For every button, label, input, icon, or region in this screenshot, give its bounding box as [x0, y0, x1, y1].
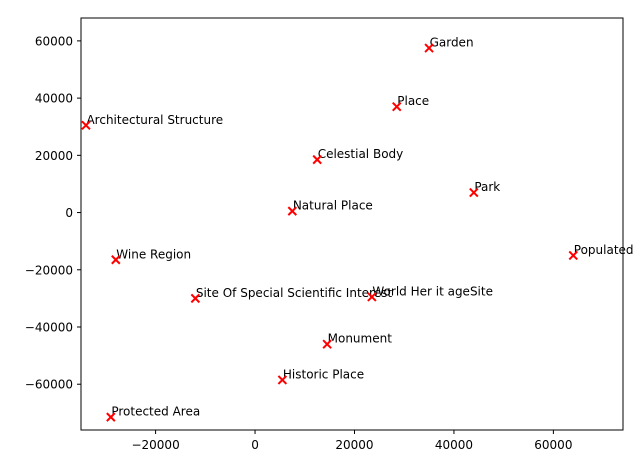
data-point-marker: [568, 250, 578, 261]
point-label: Celestial Body: [318, 147, 404, 161]
marker-stroke: [190, 293, 201, 304]
x-tick-label: 60000: [534, 438, 572, 452]
marker-stroke: [287, 206, 298, 216]
marker-stroke: [111, 255, 121, 265]
data-point-marker: [424, 43, 434, 53]
point-label: Populated: [574, 243, 634, 257]
point-label: Protected Area: [111, 405, 200, 419]
y-tick-label: 60000: [35, 34, 73, 48]
point-label: World Her it ageSite: [372, 284, 493, 298]
data-point-marker: [190, 293, 201, 304]
point-label: Place: [397, 94, 429, 108]
marker-stroke: [469, 187, 479, 198]
data-point-marker: [81, 120, 91, 130]
x-tick-label: 0: [251, 438, 259, 452]
x-tick-label: 40000: [435, 438, 473, 452]
data-point-marker: [106, 412, 116, 422]
data-point-marker: [111, 255, 121, 265]
marker-stroke: [312, 154, 322, 165]
data-point-marker: [312, 154, 322, 165]
y-tick-label: 20000: [35, 149, 73, 163]
data-point-marker: [287, 206, 298, 216]
point-label: Monument: [328, 332, 393, 346]
y-tick-label: −20000: [25, 263, 73, 277]
marker-stroke: [277, 375, 288, 385]
point-label: Historic Place: [283, 367, 364, 381]
point-label: Garden: [430, 36, 474, 50]
point-label: Wine Region: [116, 247, 191, 261]
data-point-marker: [367, 292, 377, 302]
data-point-marker: [322, 339, 332, 349]
axes-frame: [80, 17, 624, 431]
marker-stroke: [81, 120, 91, 130]
plot-layer: Garden Place Architectural Structure Celest…: [81, 36, 634, 422]
point-label: Site Of Special Scientific Interest: [196, 286, 392, 300]
marker-stroke: [568, 250, 578, 261]
y-tick-label: 0: [65, 206, 73, 220]
marker-stroke: [367, 292, 377, 302]
marker-stroke: [106, 412, 116, 422]
point-label: Natural Place: [293, 199, 373, 213]
marker-stroke: [424, 43, 434, 53]
y-tick-label: −60000: [25, 378, 73, 392]
data-point-marker: [392, 101, 402, 112]
point-label: Park: [474, 180, 500, 194]
x-tick-label: −20000: [131, 438, 179, 452]
marker-stroke: [392, 101, 402, 112]
data-point-marker: [469, 187, 479, 198]
axes-layer: −20000 0 20000 40000 60000 −60000 −40000 −20000…: [25, 17, 624, 452]
data-point-marker: [277, 375, 288, 385]
marker-stroke: [322, 339, 332, 349]
y-tick-label: 40000: [35, 92, 73, 106]
y-tick-label: −40000: [25, 321, 73, 335]
point-label: Architectural Structure: [86, 113, 223, 127]
x-tick-label: 20000: [335, 438, 373, 452]
